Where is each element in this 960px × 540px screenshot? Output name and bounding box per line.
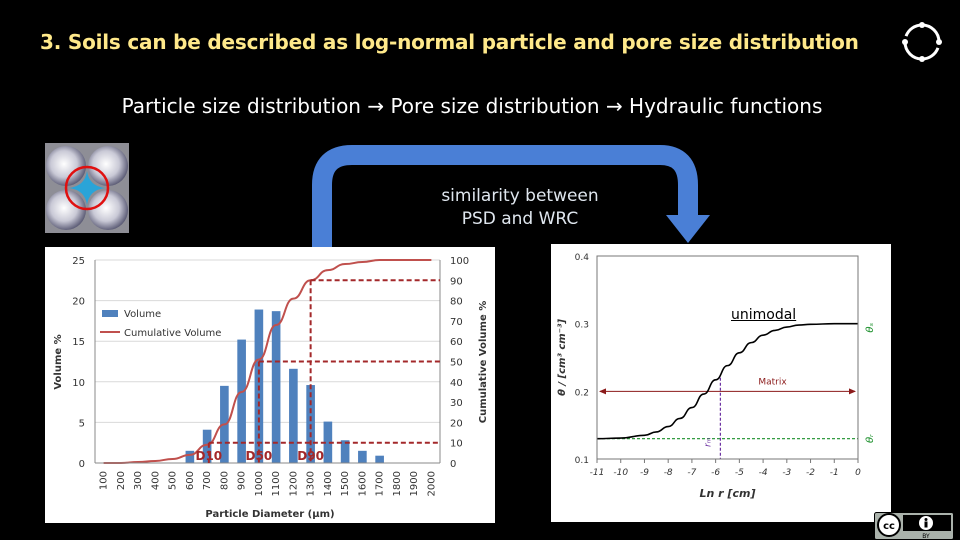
psd-xtick: 1700	[375, 471, 386, 496]
psd-y2tick: 100	[450, 256, 469, 267]
psd-xtick: 900	[237, 471, 248, 490]
wrc-ytick: 0.4	[575, 253, 590, 263]
similarity-line-2: PSD and WRC	[461, 209, 579, 229]
psd-legend-cum: Cumulative Volume	[124, 328, 221, 339]
psd-bar	[306, 385, 315, 463]
wrc-xtick: -7	[687, 468, 696, 478]
wrc-ytick: 0.2	[575, 388, 589, 398]
psd-legend-volume-swatch	[102, 310, 118, 317]
psd-xtick: 1100	[271, 471, 282, 496]
psd-xtick: 800	[219, 471, 230, 490]
psd-chart: 0 5 10 15 20 25 0 10 20 30 40 50 60 70 80 90 100 100 200 30…	[45, 247, 495, 523]
psd-xtick: 100	[99, 471, 110, 490]
wrc-xtick: -4	[759, 468, 768, 478]
wrc-matrix-arrow-left	[599, 388, 606, 395]
psd-bar	[358, 450, 367, 463]
wrc-rm-label: rₘ	[703, 437, 713, 447]
psd-marker-label: D10	[196, 449, 223, 463]
pore-space-diagram	[45, 143, 129, 233]
psd-y2tick: 70	[450, 317, 463, 328]
psd-y2tick: 20	[450, 418, 463, 429]
psd-bar	[375, 455, 384, 463]
wrc-xtick: -6	[711, 468, 720, 478]
psd-xtick: 1800	[392, 471, 403, 496]
psd-bar	[185, 450, 195, 463]
psd-ytick: 10	[72, 378, 85, 389]
psd-y2tick: 0	[450, 459, 456, 470]
psd-xtick: 300	[133, 471, 144, 490]
psd-ytick: 25	[72, 256, 85, 267]
psd-xtick: 1000	[254, 471, 265, 496]
wrc-xtick: -5	[735, 468, 744, 478]
wrc-matrix-label: Matrix	[758, 377, 787, 387]
license-label: BY	[922, 533, 930, 540]
svg-text:cc: cc	[883, 521, 895, 532]
psd-marker-label: D90	[297, 449, 324, 463]
slide-title: 3. Soils can be described as log-normal …	[40, 30, 859, 54]
wrc-xtick: -1	[830, 468, 839, 478]
psd-xtick: 200	[116, 471, 127, 490]
psd-xtick: 700	[202, 471, 213, 490]
psd-xtick: 1500	[340, 471, 351, 496]
psd-y2tick: 10	[450, 439, 463, 450]
psd-bar	[340, 440, 350, 463]
psd-xtick: 400	[150, 471, 161, 490]
psd-y2tick: 80	[450, 297, 463, 308]
similarity-note: similarity between PSD and WRC	[420, 185, 620, 231]
psd-xtick: 1900	[409, 471, 420, 496]
wrc-plot-frame	[596, 255, 859, 460]
wrc-xtick: -11	[590, 468, 605, 478]
wrc-xtick: -2	[806, 468, 815, 478]
psd-xtick: 500	[168, 471, 179, 490]
psd-xtick: 1400	[323, 471, 334, 496]
psd-bar	[271, 311, 281, 463]
wrc-chart: Matrix 0.10.20.30.4-11 -10 -9 -8 -7 -6 -5 -4 -3-…	[551, 244, 891, 522]
psd-y2tick: 50	[450, 358, 463, 369]
wrc-ytick: 0.3	[575, 321, 589, 331]
psd-ytick: 15	[72, 337, 85, 348]
wrc-xtick: -8	[664, 468, 673, 478]
wrc-xtick: -3	[782, 468, 791, 478]
psd-marker-label: D50	[246, 449, 273, 463]
psd-y2label: Cumulative Volume %	[478, 301, 489, 423]
wrc-retention-curve	[596, 322, 858, 440]
psd-legend-volume: Volume	[124, 309, 161, 320]
wrc-xtick: -9	[640, 468, 649, 478]
wrc-xtick: 0	[855, 468, 861, 478]
similarity-arrow	[312, 145, 710, 250]
psd-xtick: 600	[185, 471, 196, 490]
psd-ylabel: Volume %	[53, 334, 64, 389]
wrc-ytick: 0.1	[575, 456, 589, 466]
psd-cumulative-line	[103, 259, 432, 464]
psd-y2tick: 30	[450, 398, 463, 409]
similarity-line-1: similarity between	[441, 186, 599, 206]
psd-y2tick: 40	[450, 378, 463, 389]
psd-xtick: 1200	[288, 471, 299, 496]
psd-xtick: 1600	[357, 471, 368, 496]
unimodal-label: unimodal	[731, 307, 797, 323]
wrc-ylabel: θ / [cm³ cm⁻³]	[557, 319, 568, 396]
psd-ytick: 5	[79, 418, 85, 429]
psd-xlabel: Particle Diameter (μm)	[205, 509, 334, 520]
cc-by-icon: cc BY	[874, 512, 954, 540]
psd-bar	[323, 421, 333, 463]
wrc-xtick: -10	[613, 468, 628, 478]
psd-y2tick: 90	[450, 276, 463, 287]
slide-subtitle: Particle size distribution → Pore size d…	[121, 94, 823, 118]
psd-ytick: 20	[72, 297, 85, 308]
wrc-theta-r-label: θᵣ	[865, 434, 876, 443]
psd-xtick: 2000	[426, 471, 437, 496]
psd-bar	[237, 339, 246, 463]
wrc-xlabel: Ln r [cm]	[700, 487, 756, 500]
psd-y2tick: 60	[450, 337, 463, 348]
psd-bar	[289, 368, 298, 463]
psd-xtick: 1300	[306, 471, 317, 496]
reload-icon[interactable]	[900, 20, 944, 64]
wrc-matrix-arrow-right	[849, 388, 856, 395]
wrc-theta-s-label: θₛ	[865, 322, 876, 332]
psd-ytick: 0	[79, 459, 85, 470]
psd-bar	[202, 429, 212, 463]
